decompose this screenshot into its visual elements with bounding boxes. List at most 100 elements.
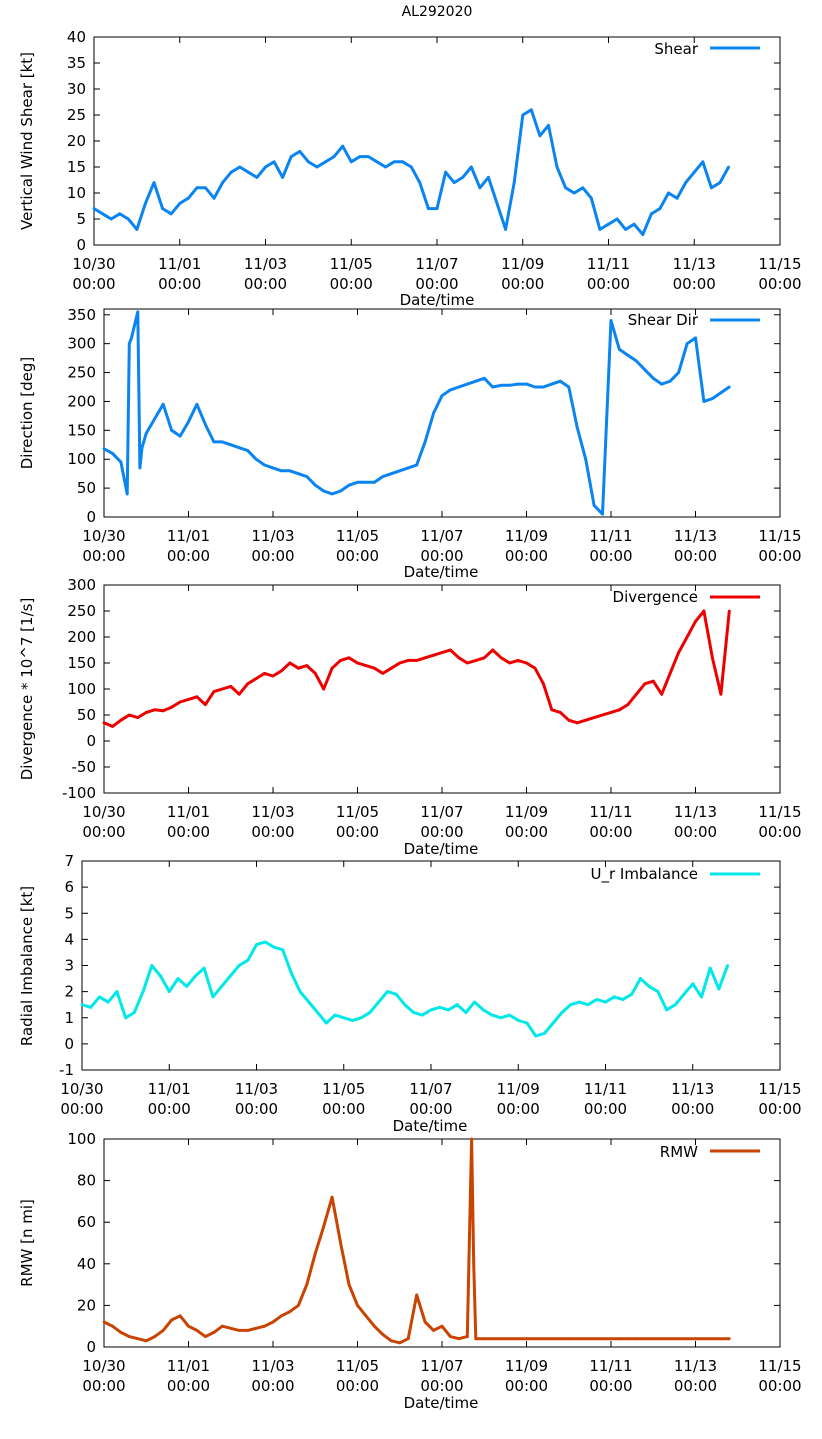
- data-point: [452, 181, 456, 185]
- data-point: [569, 1003, 572, 1007]
- data-point: [394, 992, 398, 996]
- xtick-date: 11/09: [497, 1080, 540, 1098]
- data-point: [246, 449, 250, 452]
- data-point: [356, 1304, 359, 1307]
- data-point: [547, 124, 550, 127]
- data-point: [176, 977, 180, 980]
- data-point: [195, 186, 199, 190]
- panel-shear: Vertical Wind Shear [kt] 0 5 10 15 20 25 30 35 4…: [18, 28, 802, 309]
- data-point: [525, 1021, 529, 1025]
- xtick-time: 00:00: [244, 275, 287, 293]
- xtick-date: 11/07: [420, 1357, 463, 1375]
- data-point: [592, 1337, 596, 1341]
- data-point: [169, 212, 173, 216]
- data-point: [305, 475, 309, 478]
- xtick-time: 00:00: [505, 1377, 548, 1395]
- data-point: [185, 985, 189, 988]
- data-point: [288, 469, 292, 473]
- data-point: [685, 635, 689, 639]
- data-point: [465, 661, 469, 665]
- xtick-time: 00:00: [505, 547, 548, 565]
- data-point: [237, 964, 241, 967]
- data-point: [118, 212, 122, 216]
- data-point: [161, 402, 165, 406]
- data-point: [178, 1314, 182, 1318]
- xlabel-direction: Date/time: [404, 563, 479, 581]
- data-point: [592, 504, 596, 507]
- data-point: [719, 692, 723, 696]
- ytick-label: 60: [77, 1213, 96, 1231]
- data-point: [491, 648, 495, 652]
- data-point: [389, 472, 393, 476]
- data-point: [398, 1341, 402, 1345]
- data-point: [306, 160, 310, 164]
- data-point: [381, 475, 385, 478]
- data-point: [684, 181, 688, 185]
- data-point: [264, 165, 267, 169]
- data-point: [525, 661, 528, 665]
- data-point: [727, 165, 730, 169]
- data-point: [440, 1324, 444, 1328]
- data-point: [470, 1137, 473, 1141]
- data-point: [221, 181, 225, 185]
- xtick-date: 10/30: [82, 1357, 125, 1375]
- xtick-date: 11/01: [167, 1357, 210, 1375]
- data-point: [710, 186, 713, 190]
- data-point: [229, 685, 233, 688]
- data-point: [598, 228, 602, 231]
- data-point: [347, 483, 351, 487]
- data-point: [237, 1328, 241, 1332]
- yticks-divergence: -100 -50 0 50 100 150 200 250 300: [62, 576, 780, 802]
- data-point: [444, 170, 447, 174]
- data-point: [127, 342, 131, 346]
- data-point: [92, 207, 96, 211]
- xtick-time: 00:00: [674, 1377, 717, 1395]
- data-point: [127, 1335, 131, 1338]
- data-point: [667, 191, 670, 195]
- data-point: [516, 659, 520, 662]
- data-point: [381, 1333, 385, 1336]
- data-point: [474, 1337, 478, 1341]
- data-point: [229, 443, 233, 447]
- data-point: [409, 165, 413, 169]
- data-point: [159, 974, 162, 978]
- xtick-date: 11/01: [158, 255, 201, 273]
- ytick-label: 0: [64, 1035, 74, 1053]
- data-point: [632, 222, 636, 226]
- data-point: [634, 692, 638, 696]
- data-point: [647, 985, 651, 988]
- panel-imbalance: Radial Imbalance [kt] -1 0 1 2 3 4 5 6 7 10/30 00…: [18, 852, 802, 1135]
- data-point: [102, 1320, 106, 1324]
- data-point: [111, 452, 114, 455]
- data-point: [178, 434, 182, 438]
- data-point: [288, 661, 292, 665]
- data-point: [702, 609, 706, 613]
- xtick-time: 00:00: [322, 1100, 365, 1118]
- xtick-date: 11/01: [148, 1080, 191, 1098]
- data-point: [512, 181, 516, 185]
- xtick-date: 11/05: [330, 255, 373, 273]
- data-point: [119, 718, 123, 722]
- data-point: [558, 711, 562, 714]
- xtick-date: 11/11: [587, 255, 630, 273]
- data-point: [558, 379, 562, 383]
- data-point: [339, 489, 342, 493]
- data-point: [717, 987, 721, 991]
- data-point: [651, 376, 655, 380]
- xtick-date: 11/03: [251, 1357, 294, 1375]
- xtick-time: 00:00: [674, 823, 717, 841]
- ytick-label: 4: [64, 930, 74, 948]
- data-point: [153, 417, 157, 421]
- xtick-time: 00:00: [82, 1377, 125, 1395]
- data-point: [584, 1337, 588, 1341]
- data-point: [438, 1005, 442, 1009]
- series-line-shear: [93, 108, 730, 237]
- data-point: [271, 466, 275, 470]
- data-point: [464, 1011, 468, 1014]
- data-point: [195, 402, 199, 406]
- xtick-time: 00:00: [589, 1377, 632, 1395]
- data-point: [109, 217, 113, 221]
- xticks-direction: 10/30 00:00 11/01 00:00 11/03 00:00 11/05 00:00…: [82, 309, 802, 565]
- data-point: [298, 990, 302, 994]
- xtick-date: 11/03: [244, 255, 287, 273]
